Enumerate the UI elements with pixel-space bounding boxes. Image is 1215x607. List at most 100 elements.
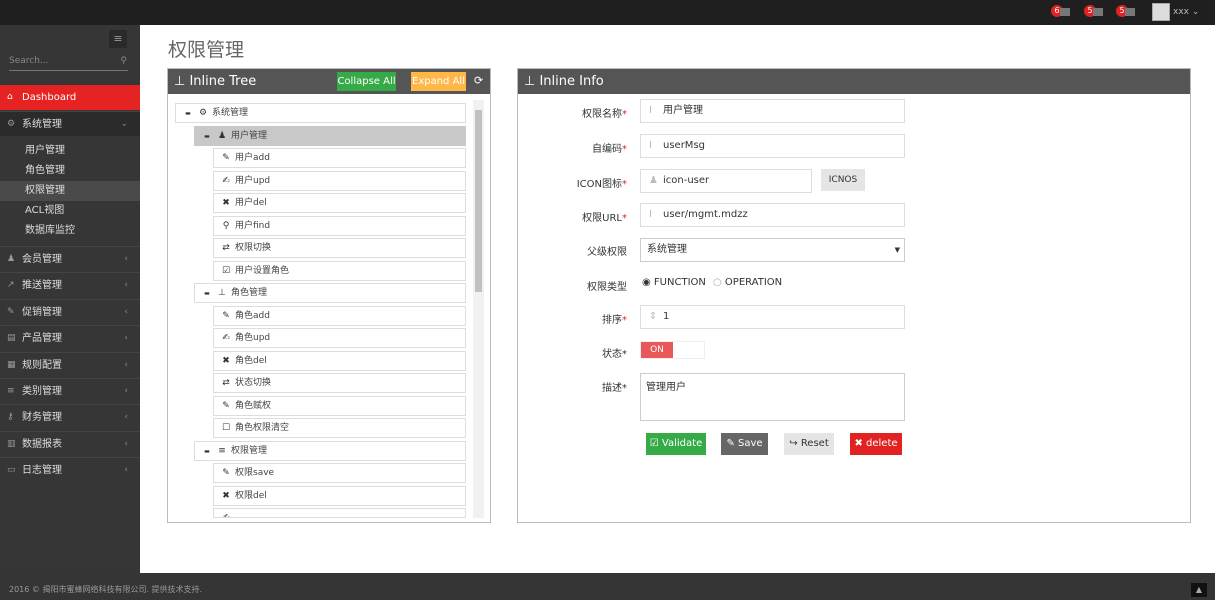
tree-node-label: 权限切换 [235,243,272,253]
sidebar-item[interactable]: ▥ 数据报表 ‹ [0,430,140,456]
name-input[interactable]: I 用户管理 [640,99,905,123]
go-top-icon[interactable]: ▲ [1191,583,1207,597]
sidebar-subitem[interactable]: 数据库监控 [25,225,75,236]
validate-button[interactable]: ☑ Validate [646,433,706,455]
times-icon: ✖ [222,355,230,366]
reset-button[interactable]: ↪ Reset [784,433,834,455]
pencil-icon: ✎ [222,468,230,478]
tree-node-label: 用户add [235,153,270,163]
collapse-toggle-icon[interactable]: ▬ [204,290,210,297]
notification-tasks[interactable]: 5 [1116,5,1140,19]
tree-node[interactable]: ✖ 角色del [213,350,466,371]
tree-node[interactable]: ✎ 用户add [213,148,466,168]
tree-node[interactable]: ✎ 角色add [213,305,466,326]
toggle-on: ON [641,342,673,358]
sidebar-item[interactable]: ↗ 推送管理 ‹ [0,272,140,297]
tree-node[interactable]: ▬ ♟ 用户管理 [194,125,466,146]
sidebar-item-dashboard[interactable]: ⌂ Dashboard [0,85,140,110]
tree-node[interactable]: ▬ ⊥ 角色管理 [194,283,466,303]
status-toggle[interactable]: ON [640,341,705,359]
menu-toggle-icon[interactable]: ≡ [109,30,127,48]
chevron-left-icon: ‹ [124,412,128,423]
sitemap-icon: ⊥ [524,74,536,89]
tree-node[interactable]: ☐ 角色权限清空 [213,418,466,438]
sidebar-item[interactable]: ♟ 会员管理 ‹ [0,246,140,271]
collapse-toggle-icon[interactable]: ▬ [204,447,210,455]
tree-scrollbar[interactable] [473,100,484,518]
chevron-left-icon: ‹ [124,386,128,396]
chevron-left-icon: ‹ [124,359,128,370]
collapse-toggle-icon[interactable]: ▬ [185,110,191,117]
search-icon[interactable]: ⚲ [120,56,127,66]
tree-node[interactable]: ✎ 角色赋权 [213,395,466,416]
order-input[interactable]: ⇕ 1 [640,305,905,329]
tree-node-label: 用户del [235,198,267,208]
sidebar-subitem[interactable]: ACL视图 [25,205,65,216]
radio-function[interactable]: ◉ FUNCTION [642,277,706,288]
panel-title: Inline Tree [189,74,257,89]
user-menu[interactable]: xxx ⌄ [1173,7,1199,17]
edit-icon: ✍ [222,513,230,518]
notification-bell[interactable]: 6 [1051,5,1075,19]
tree-node[interactable]: ⇄ 状态切换 [213,373,466,393]
tree-node-label: 角色del [235,355,267,366]
chevron-left-icon: ‹ [124,254,128,264]
notification-inbox[interactable]: 5 [1084,5,1108,19]
sidebar-item[interactable]: ⚷ 财务管理 ‹ [0,404,140,429]
sidebar-item[interactable]: ≡ 类别管理 ‹ [0,378,140,403]
sidebar-subitem[interactable]: 用户管理 [25,145,65,156]
sidebar-item-label: 系统管理 [22,119,62,130]
sidebar-subitem[interactable]: 权限管理 [0,181,140,201]
tree-node[interactable]: ✖ 权限del [213,485,466,506]
sidebar-subitem[interactable]: 角色管理 [25,165,65,176]
tree-node[interactable]: ☑ 用户设置角色 [213,260,466,281]
chevron-left-icon: ‹ [124,280,128,291]
tree-node[interactable]: ▬ ⚙ 系统管理 [175,103,466,123]
tree-node[interactable]: ✍ 用户upd [213,170,466,191]
sidebar-item[interactable]: ✎ 促销管理 ‹ [0,298,140,324]
tree-node-label: 角色管理 [231,288,268,298]
delete-button[interactable]: ✖ delete [850,433,902,455]
tree-node[interactable]: ✍ 角色upd [213,328,466,348]
sidebar-item-system[interactable]: ⚙ 系统管理 ⌄ [0,111,140,136]
icnos-button[interactable]: ICNOS [821,169,865,191]
home-icon: ⌂ [7,92,13,102]
tree-node-label: 角色赋权 [235,400,272,411]
tree-node[interactable]: ✍ [213,508,466,518]
collapse-toggle-icon[interactable]: ▬ [204,132,210,140]
text-cursor-icon: I [649,140,652,151]
pencil-icon: ✎ [222,400,230,411]
icon-input[interactable]: ♟ icon-user [640,169,812,193]
tree-node[interactable]: ✖ 用户del [213,193,466,213]
sidebar-item-label: 规则配置 [22,359,62,371]
collapse-all-button[interactable]: Collapse All [337,72,396,91]
tree-node-label: 角色add [235,310,270,321]
tree-node[interactable]: ⚲ 用户find [213,215,466,236]
sidebar-item-label: 促销管理 [22,306,62,318]
refresh-icon[interactable]: ⟳ [474,74,484,87]
sidebar-item-label: 数据报表 [22,438,62,450]
avatar[interactable] [1152,3,1170,21]
sidebar-item[interactable]: ▦ 规则配置 ‹ [0,351,140,377]
scrollbar-thumb[interactable] [475,110,482,292]
chevron-down-icon: ⌄ [1191,7,1200,17]
tree-node[interactable]: ⇄ 权限切换 [213,238,466,258]
save-button[interactable]: ✎ Save [721,433,768,455]
pencil-icon: ✎ [726,438,735,449]
tree-node[interactable]: ▬ ≡ 权限管理 [194,440,466,461]
parent-select[interactable]: 系统管理 ▼ [640,238,905,262]
text-cursor-icon: I [649,209,652,220]
tree-node[interactable]: ✎ 权限save [213,463,466,483]
sidebar-item[interactable]: ▭ 日志管理 ‹ [0,457,140,482]
panel-header: ⊥ Inline Info [518,69,1190,94]
list-icon: ≡ [7,386,15,396]
search-input[interactable]: Search... ⚲ [9,56,128,71]
expand-all-button[interactable]: Expand All [411,72,466,91]
parent-label: 父级权限 [587,247,627,258]
radio-operation[interactable]: ○ OPERATION [713,277,783,288]
panel-title: Inline Info [539,74,604,89]
sidebar-item[interactable]: ▤ 产品管理 ‹ [0,325,140,350]
description-textarea[interactable]: 管理用户 [640,373,905,421]
